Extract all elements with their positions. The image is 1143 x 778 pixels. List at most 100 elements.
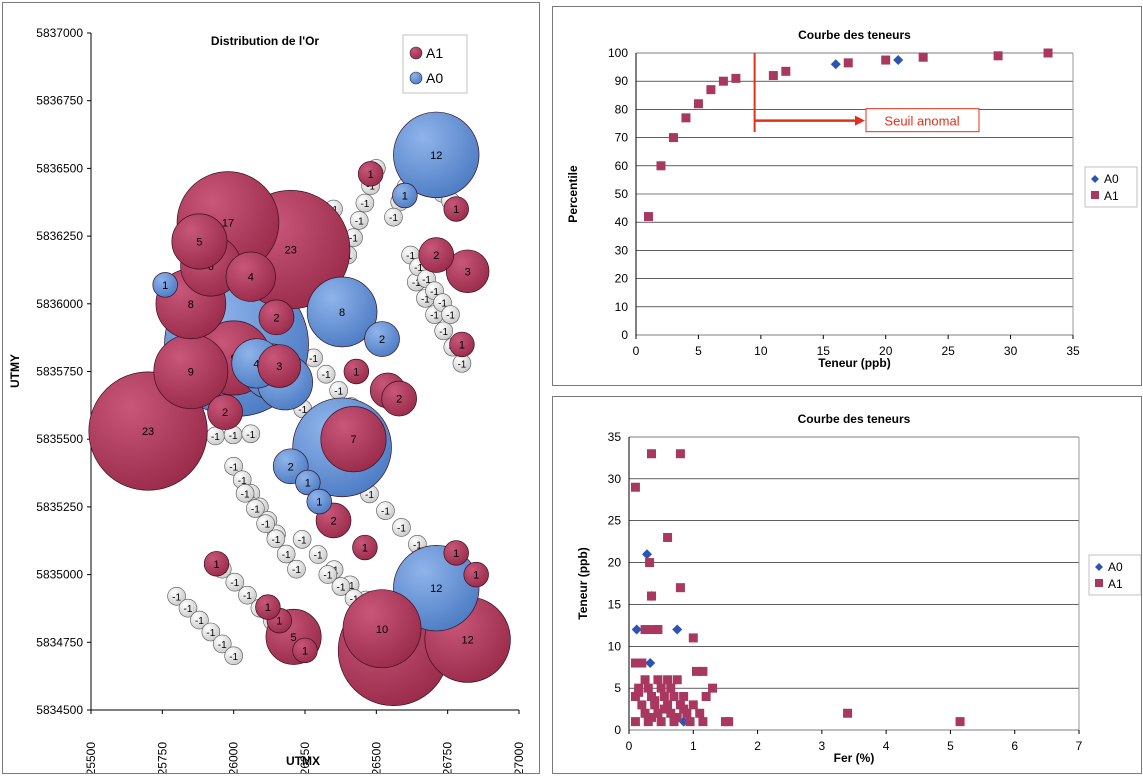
bubble-label: -1: [298, 405, 307, 416]
bubble-label: -1: [346, 581, 355, 592]
bubble-label: -1: [430, 287, 439, 298]
x-tick-label: 35: [1066, 344, 1080, 358]
point-a1: [640, 675, 650, 685]
point-a1: [656, 161, 666, 171]
bubble-a1: [418, 237, 455, 273]
bubble-a0: [364, 321, 400, 357]
bubble-label: -1: [314, 551, 323, 562]
bubble-label: -1: [438, 299, 447, 310]
bubble-negative: [201, 622, 221, 642]
legend-label: A0: [1108, 560, 1123, 574]
percentile-chart-panel: Courbe des teneurs 0 10 20 30 40 50 60 70 80 90 100…: [552, 6, 1142, 386]
bubble-a1: [257, 344, 302, 388]
point-a1: [701, 692, 711, 702]
point-a1: [681, 113, 691, 123]
point-a1: [708, 683, 718, 693]
legend-marker-a0: [1091, 175, 1099, 183]
y-tick-label: 15: [608, 597, 622, 611]
x-tick-label: 426250: [298, 742, 312, 773]
bubble-label: -1: [422, 275, 431, 286]
bubble-label: 12: [430, 583, 442, 595]
point-a1: [881, 55, 891, 65]
bubble-label: 2: [222, 407, 228, 419]
bubble-a0: [392, 182, 418, 209]
point-a1: [955, 717, 965, 727]
bubble-label: -1: [457, 359, 466, 370]
y-axis-title: UTMY: [8, 354, 22, 388]
bubble-label: 23: [142, 426, 154, 438]
point-a0: [893, 55, 904, 66]
legend-label: A1: [1108, 577, 1123, 591]
point-a1: [692, 666, 701, 676]
point-a1: [640, 708, 650, 718]
x-tick-label: 30: [1004, 344, 1018, 358]
bubble-label: -1: [243, 591, 252, 602]
legend-label: A1: [1104, 189, 1119, 203]
bubble-negative: [376, 501, 395, 520]
bubble-negative: [178, 598, 198, 618]
bubble-label: -1: [334, 386, 343, 397]
bubble-label: 10: [376, 624, 388, 636]
point-a1: [679, 692, 689, 702]
bubble-label: 12: [462, 635, 474, 647]
bubble-a0: [393, 111, 480, 198]
annotation-label: Seuil anomal: [884, 114, 959, 129]
legend-box: [1088, 554, 1141, 596]
bubble-negative: [190, 610, 209, 630]
bubble-label: 2: [288, 461, 294, 473]
bubble-label: 2: [396, 394, 402, 406]
bubble-label: -1: [412, 278, 421, 289]
point-a1: [656, 717, 666, 727]
point-a0: [672, 624, 683, 635]
bubble-a1: [171, 213, 228, 270]
bubble-label: 1: [316, 496, 322, 508]
bubble-chart: 5834500583475058350005835250583550058357…: [8, 26, 526, 773]
bubble-a1: [292, 637, 318, 664]
bubble-negative: [224, 646, 243, 666]
bubble-label: -1: [397, 523, 406, 534]
bubble-label: -1: [246, 430, 255, 441]
bubble-label: 5: [196, 237, 202, 249]
bubble-negative: [225, 572, 245, 592]
point-a0: [645, 658, 656, 669]
point-a1: [637, 700, 647, 710]
y-tick-label: 70: [615, 131, 629, 145]
y-tick-label: 90: [615, 74, 629, 88]
y-tick-label: 60: [615, 159, 629, 173]
bubble-label: 9: [188, 367, 194, 379]
legend-marker-a0: [1095, 563, 1103, 571]
y-tick-label: 5837000: [36, 26, 83, 40]
x-axis-title: Teneur (ppb): [818, 356, 890, 370]
bubble-negative: [349, 211, 369, 230]
bubble-label: -1: [355, 216, 364, 227]
point-a1: [918, 52, 928, 62]
bubble-label: 1: [362, 543, 368, 555]
bubble-a0: [306, 276, 378, 348]
bubble-negative: [167, 586, 186, 606]
point-a1: [630, 482, 640, 492]
bubble-a1: [225, 251, 276, 302]
bubble-label: -1: [271, 535, 280, 546]
bubble-label: -1: [360, 199, 369, 210]
bubble-label: -1: [421, 294, 430, 305]
percentile-chart: Courbe des teneurs0102030405060708090100…: [566, 28, 1138, 370]
point-a1: [653, 708, 663, 718]
bubble-label: 1: [453, 548, 459, 560]
bubble-label: 8: [188, 299, 194, 311]
point-a1: [706, 85, 716, 95]
bubble-label: -1: [414, 263, 423, 274]
y-tick-label: 50: [615, 187, 629, 201]
point-a0: [631, 624, 642, 635]
threshold-arrowhead: [855, 115, 865, 126]
x-tick-label: 426500: [369, 742, 383, 773]
bubble-label: -1: [211, 432, 220, 443]
point-a1: [653, 625, 663, 635]
bubble-label: 1: [302, 645, 308, 657]
bubble-label: -1: [229, 462, 238, 473]
x-tick-label: 0: [626, 739, 633, 753]
annotation-box: [865, 108, 980, 133]
x-tick-label: 5: [947, 739, 954, 753]
bubble-a1: [255, 594, 281, 620]
point-a1: [679, 704, 689, 714]
legend-label: A0: [426, 70, 443, 86]
